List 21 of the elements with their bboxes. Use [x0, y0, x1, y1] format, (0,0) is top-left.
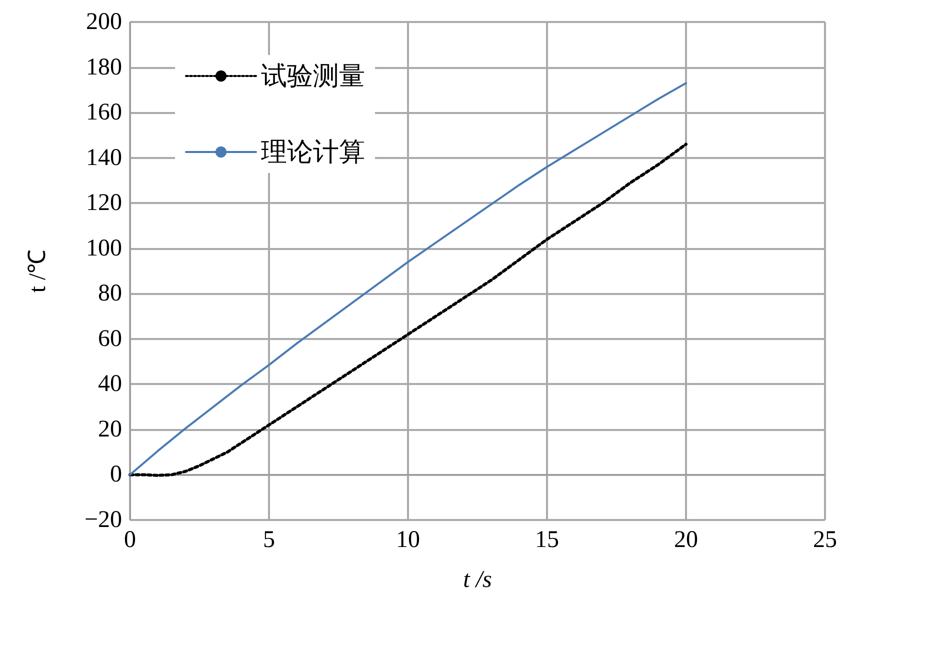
- y-tick-label: 200: [86, 9, 122, 35]
- y-tick-label: −20: [84, 507, 122, 533]
- y-tick-label: 140: [86, 144, 122, 171]
- y-tick-label: 180: [86, 54, 122, 80]
- x-tick-label: 25: [813, 527, 837, 553]
- x-tick-label: 20: [674, 527, 698, 553]
- y-tick-label: 80: [98, 280, 122, 307]
- y-tick-label: 100: [86, 235, 122, 262]
- legend-label: 试验测量: [261, 62, 365, 90]
- y-tick-label: 40: [98, 371, 122, 398]
- y-axis-title: t /℃: [25, 249, 51, 293]
- x-axis-title: t /s: [463, 567, 492, 593]
- y-tick-label: 160: [86, 100, 122, 126]
- x-tick-label: 5: [263, 527, 275, 553]
- legend-label: 理论计算: [261, 138, 365, 166]
- y-tick-label: 60: [98, 326, 122, 352]
- y-tick-label: 0: [110, 462, 122, 488]
- y-tick-label: 120: [86, 190, 122, 216]
- x-tick-label: 10: [396, 527, 420, 553]
- y-tick-label: 20: [98, 416, 122, 442]
- x-tick-label: 15: [535, 527, 559, 553]
